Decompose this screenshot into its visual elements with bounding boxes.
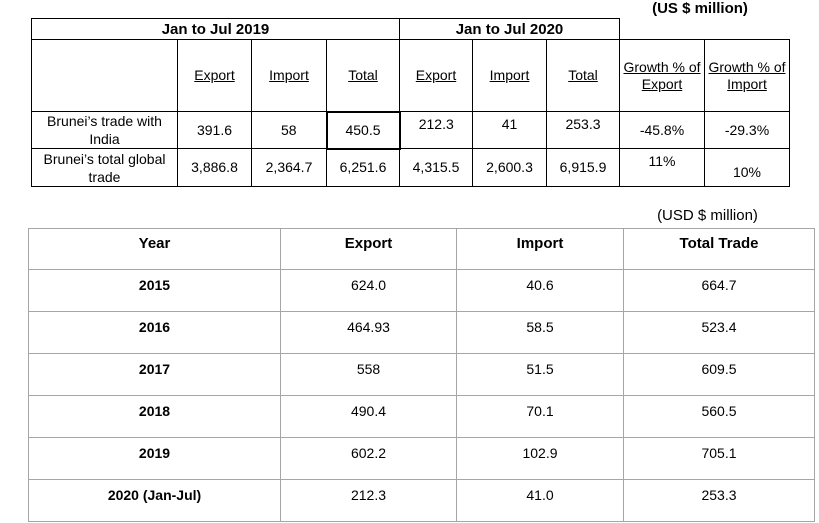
col-header-import-2019: Import [251,39,327,112]
col-header-import-2020: Import [472,39,547,112]
cell-global-import-2020: 2,600.3 [472,148,547,187]
total-cell: 609.5 [623,353,815,396]
table-row: 2015 624.0 40.6 664.7 [28,269,815,312]
row-label-global: Brunei’s total global trade [31,148,178,187]
import-cell: 58.5 [456,311,624,354]
cell-india-growth-export: -45.8% [619,111,705,149]
cell-global-total-2019: 6,251.6 [326,148,400,187]
export-cell: 558 [280,353,457,396]
table-row: 2019 602.2 102.9 705.1 [28,437,815,480]
header-total-trade: Total Trade [623,228,815,270]
cell-india-import-2020: 41 [472,111,547,149]
bottom-table-unit: (USD $ million) [657,207,758,224]
year-cell: 2018 [28,395,281,438]
cell-global-growth-export: 11% [619,148,705,187]
total-cell: 253.3 [623,479,815,522]
col-header-growth-export: Growth % of Export [619,39,705,112]
export-cell: 212.3 [280,479,457,522]
bilateral-trade-table: Jan to Jul 2019 Jan to Jul 2020 Export I… [31,18,790,187]
cell-global-export-2019: 3,886.8 [177,148,252,187]
year-cell: 2016 [28,311,281,354]
cell-india-growth-import: -29.3% [704,111,790,149]
col-header-total-2020: Total [546,39,620,112]
total-cell: 560.5 [623,395,815,438]
col-header-export-2020: Export [399,39,473,112]
export-cell: 602.2 [280,437,457,480]
import-cell: 102.9 [456,437,624,480]
row-label-header [31,39,178,112]
cell-global-export-2020: 4,315.5 [399,148,473,187]
import-cell: 41.0 [456,479,624,522]
total-cell: 664.7 [623,269,815,312]
import-cell: 51.5 [456,353,624,396]
cell-india-import-2019: 58 [251,111,327,149]
total-cell: 523.4 [623,311,815,354]
yearly-trade-table: Year Export Import Total Trade 2015 624.… [28,228,815,522]
header-import: Import [456,228,624,270]
table-row: 2017 558 51.5 609.5 [28,353,815,396]
year-cell: 2015 [28,269,281,312]
year-cell: 2019 [28,437,281,480]
cell-global-import-2019: 2,364.7 [251,148,327,187]
cell-india-total-2020: 253.3 [546,111,620,149]
header-year: Year [28,228,281,270]
year-cell: 2020 (Jan-Jul) [28,479,281,522]
table-row: 2020 (Jan-Jul) 212.3 41.0 253.3 [28,479,815,522]
cell-global-total-2020: 6,915.9 [546,148,620,187]
table-row: 2016 464.93 58.5 523.4 [28,311,815,354]
growth-header-spacer [619,18,790,40]
cell-india-total-2019: 450.5 [325,110,401,150]
group-header-2020: Jan to Jul 2020 [399,18,620,40]
header-export: Export [280,228,457,270]
year-cell: 2017 [28,353,281,396]
import-cell: 40.6 [456,269,624,312]
cell-global-growth-import: 10% [704,148,790,187]
col-header-export-2019: Export [177,39,252,112]
export-cell: 624.0 [280,269,457,312]
export-cell: 464.93 [280,311,457,354]
export-cell: 490.4 [280,395,457,438]
cell-india-export-2019: 391.6 [177,111,252,149]
table-row: 2018 490.4 70.1 560.5 [28,395,815,438]
top-table-unit: (US $ million) [652,0,748,17]
col-header-total-2019: Total [326,39,400,112]
total-cell: 705.1 [623,437,815,480]
group-header-2019: Jan to Jul 2019 [31,18,400,40]
import-cell: 70.1 [456,395,624,438]
row-label-india: Brunei’s trade with India [31,111,178,149]
cell-india-export-2020: 212.3 [399,111,473,149]
col-header-growth-import: Growth % of Import [704,39,790,112]
